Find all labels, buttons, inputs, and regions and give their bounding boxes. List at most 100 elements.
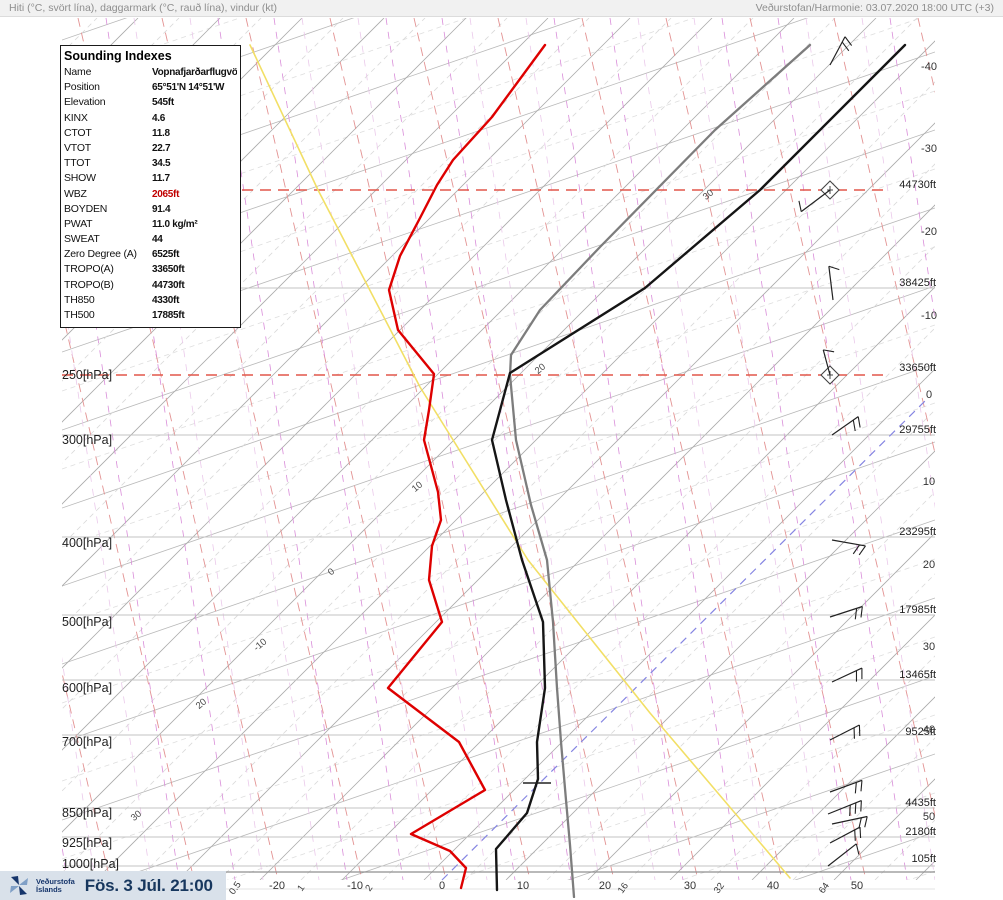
barb-staff xyxy=(800,189,831,213)
isotherm-line xyxy=(751,696,935,880)
index-value: Vopnafjarðarflugvöllur xyxy=(152,67,237,78)
barb-tick xyxy=(860,780,863,792)
isotherm-dashed xyxy=(300,245,935,880)
index-label: WBZ xyxy=(64,187,87,200)
right-temp-label: -20 xyxy=(921,226,937,238)
barb-tick xyxy=(859,827,862,839)
mixing-ratio-line xyxy=(161,18,363,880)
dry-adiabat-dashed xyxy=(453,714,935,880)
barb-staff xyxy=(827,799,862,815)
barb-staff xyxy=(831,416,859,436)
index-value: 4.6 xyxy=(152,112,166,124)
barb-tick xyxy=(844,36,853,46)
sounding-curves xyxy=(249,43,907,898)
index-value: 34.5 xyxy=(152,158,171,170)
sounding-index-row: Position 65°51'N 14°51'W xyxy=(64,80,237,95)
wind-barb xyxy=(828,265,840,301)
dry-adiabat-dashed xyxy=(62,168,935,470)
wind-barb xyxy=(827,799,862,817)
bottom-temp-label: 0 xyxy=(439,880,445,892)
sounding-index-row: PWAT 11.0 kg/m² xyxy=(64,217,237,232)
zero-isotherm-line xyxy=(441,397,929,881)
sounding-index-row: Name Vopnafjarðarflugvöllur xyxy=(64,65,237,80)
footer-date-bar: Veðurstofa Íslands Fös. 3 Júl. 21:00 xyxy=(0,871,226,900)
pressure-axis-label: 850[hPa] xyxy=(62,806,112,820)
sounding-index-row: Elevation 545ft xyxy=(64,95,237,110)
mixing-ratio-line xyxy=(413,18,615,880)
moist-adiabat-line xyxy=(385,18,516,880)
right-temp-label: 20 xyxy=(923,559,935,571)
right-temp-label: 10 xyxy=(923,476,935,488)
index-label: CTOT xyxy=(64,126,92,139)
isotherm-dashed xyxy=(136,81,935,880)
barb-staff xyxy=(831,667,863,683)
altitude-axis-label: 33650ft xyxy=(899,362,936,374)
altitude-axis-label: 17985ft xyxy=(899,604,936,616)
barb-tick xyxy=(860,800,862,812)
moist-adiabat-line xyxy=(301,18,432,880)
right-temp-label: 0 xyxy=(926,389,932,401)
index-label: Position xyxy=(64,81,100,94)
moist-adiabat-line xyxy=(889,18,935,322)
barb-tick xyxy=(857,416,861,428)
moist-adiabat-line xyxy=(273,18,404,880)
altitude-axis-label: 105ft xyxy=(912,853,936,865)
altitude-axis-label: 23295ft xyxy=(899,526,936,538)
isotherm-line xyxy=(341,286,935,880)
isotherm-dashed xyxy=(957,18,1003,880)
barb-staff xyxy=(829,779,863,793)
inline-grid-label: 20 xyxy=(194,696,209,711)
isotherm-dashed xyxy=(628,573,935,880)
wind-barb xyxy=(831,815,868,829)
altitude-axis-label: 13465ft xyxy=(899,669,936,681)
barb-staff xyxy=(831,539,866,547)
right-temp-label: 30 xyxy=(923,641,935,653)
barb-tick xyxy=(860,606,863,618)
dewpoint-line xyxy=(386,43,547,890)
sounding-indexes-title: Sounding Indexes xyxy=(64,49,172,63)
index-label: TROPO(A) xyxy=(64,263,114,276)
isotherm-line xyxy=(0,18,56,880)
moist-adiabat-line xyxy=(441,18,572,880)
barb-tick xyxy=(852,544,861,555)
sounding-index-row: BOYDEN 91.4 xyxy=(64,202,237,217)
mixing-ratio-label: 2 xyxy=(363,883,375,894)
barb-tick xyxy=(828,265,840,271)
mixing-ratio-label: 64 xyxy=(817,881,832,896)
index-value: 11.7 xyxy=(152,173,170,185)
altitude-axis-label: 2180ft xyxy=(905,826,936,838)
org-name: Veðurstofa Íslands xyxy=(36,876,75,894)
wind-barb xyxy=(798,180,840,213)
index-label: SWEAT xyxy=(64,233,100,246)
mixing-ratio-line xyxy=(62,309,195,880)
index-value: 6525ft xyxy=(152,249,180,261)
inline-grid-label: -10 xyxy=(252,636,270,653)
index-value: 545ft xyxy=(152,97,174,109)
model-run-text: Veðurstofan/Harmonie: 03.07.2020 18:00 U… xyxy=(755,2,994,14)
index-value: 22.7 xyxy=(152,142,171,154)
mixing-ratio-line xyxy=(329,18,531,880)
isotherm-line xyxy=(998,18,1003,880)
sounding-index-row: TROPO(B) 44730ft xyxy=(64,278,237,293)
isotherm-line xyxy=(669,614,935,880)
index-value: 65°51'N 14°51'W xyxy=(152,82,225,94)
mixing-ratio-line xyxy=(77,18,279,880)
sounding-index-row: CTOT 11.8 xyxy=(64,126,237,141)
index-value: 44730ft xyxy=(152,279,185,291)
mixing-ratio-line xyxy=(245,18,447,880)
top-status-bar: Hiti (°C, svört lína), daggarmark (°C, r… xyxy=(0,0,1003,17)
dry-adiabat-line xyxy=(340,675,935,880)
pressure-axis-label: 400[hPa] xyxy=(62,536,112,550)
pressure-axis-label: 500[hPa] xyxy=(62,615,112,629)
dry-adiabat-line xyxy=(62,129,935,431)
wind-barb xyxy=(831,416,861,436)
mixing-ratio-line xyxy=(62,671,111,880)
mixing-ratio-line xyxy=(497,18,699,880)
wind-barb xyxy=(829,826,862,844)
sounding-index-row: TH850 4330ft xyxy=(64,293,237,308)
bottom-temp-label: 50 xyxy=(851,880,863,892)
index-label: Name xyxy=(64,66,92,78)
mixing-ratio-label: 16 xyxy=(616,881,631,896)
wind-barb xyxy=(829,605,863,620)
pressure-axis-label: 700[hPa] xyxy=(62,735,112,749)
